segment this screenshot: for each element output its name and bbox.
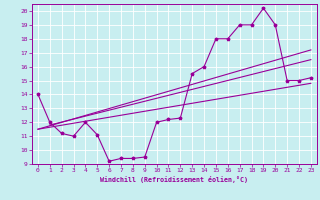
X-axis label: Windchill (Refroidissement éolien,°C): Windchill (Refroidissement éolien,°C) <box>100 176 248 183</box>
